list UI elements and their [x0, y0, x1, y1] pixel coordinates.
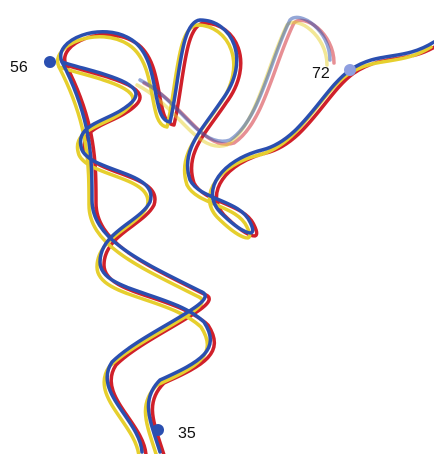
residue-marker	[344, 64, 356, 76]
residue-marker	[152, 424, 164, 436]
residue-label: 35	[178, 425, 196, 442]
residue-label: 72	[312, 65, 330, 82]
residue-marker	[44, 56, 56, 68]
residue-label: 56	[10, 59, 28, 76]
structure-image: 56 72 35	[0, 0, 434, 454]
